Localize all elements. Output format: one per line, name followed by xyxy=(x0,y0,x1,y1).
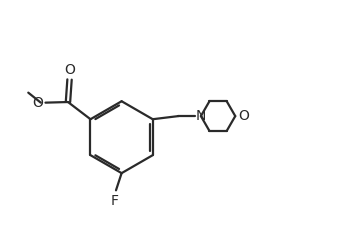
Text: O: O xyxy=(238,109,249,123)
Text: N: N xyxy=(196,109,206,123)
Text: O: O xyxy=(64,63,75,77)
Text: F: F xyxy=(111,194,119,208)
Text: O: O xyxy=(32,96,43,110)
